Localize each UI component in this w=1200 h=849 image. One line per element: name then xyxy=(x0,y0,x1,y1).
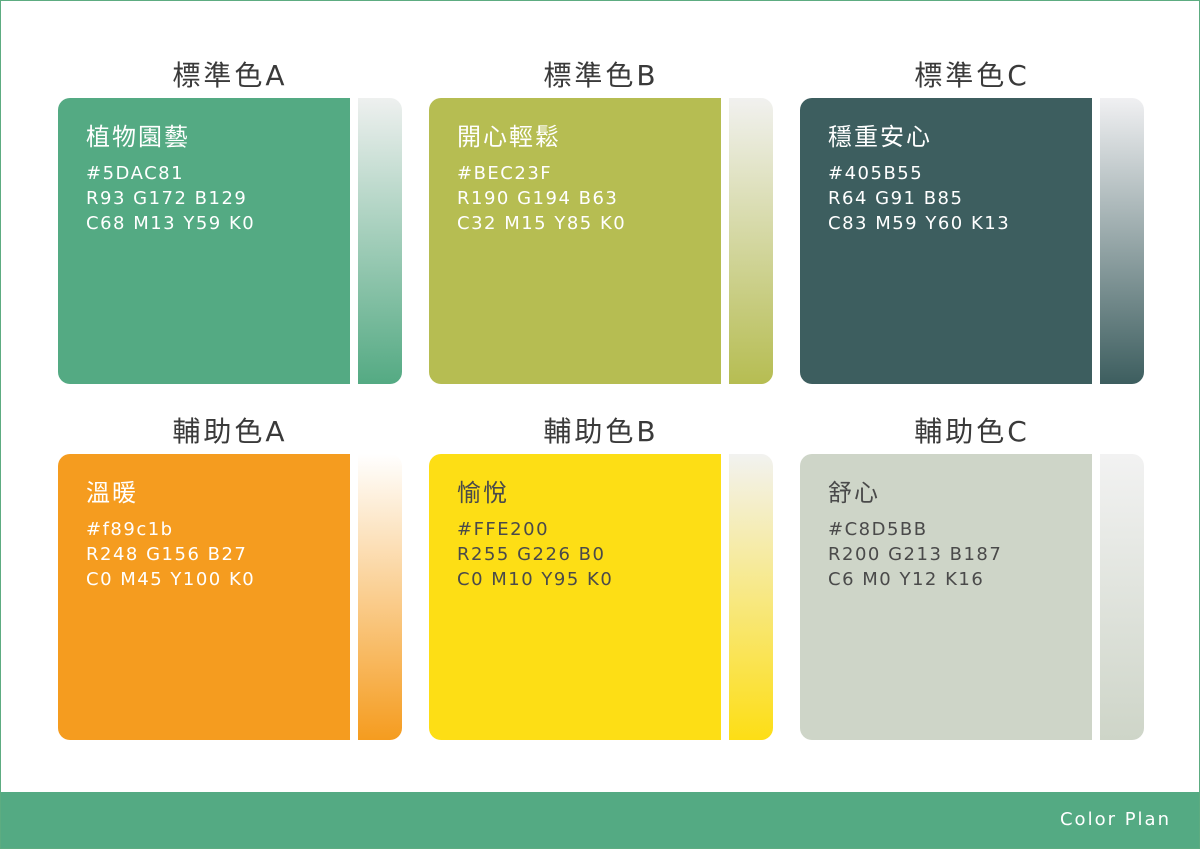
color-swatch: 穩重安心 #405B55 R64 G91 B85 C83 M59 Y60 K13 xyxy=(800,98,1092,384)
color-hex: #f89c1b xyxy=(86,519,174,540)
color-swatch: 舒心 #C8D5BB R200 G213 B187 C6 M0 Y12 K16 xyxy=(800,454,1092,740)
footer-bar: Color Plan xyxy=(1,792,1199,848)
color-gradient-bar xyxy=(729,98,773,384)
color-cmyk: C83 M59 Y60 K13 xyxy=(828,213,1011,234)
color-hex: #C8D5BB xyxy=(828,519,928,540)
color-title: 輔助色C xyxy=(914,415,1030,448)
color-gradient-bar xyxy=(1100,454,1144,740)
color-swatch: 愉悅 #FFE200 R255 G226 B0 C0 M10 Y95 K0 xyxy=(429,454,721,740)
color-name: 溫暖 xyxy=(86,479,138,507)
color-title: 標準色C xyxy=(914,59,1030,92)
color-rgb: R93 G172 B129 xyxy=(86,188,248,209)
color-rgb: R255 G226 B0 xyxy=(457,544,606,565)
color-title: 標準色A xyxy=(172,59,288,92)
footer-label: Color Plan xyxy=(1059,809,1171,830)
color-swatch: 開心輕鬆 #BEC23F R190 G194 B63 C32 M15 Y85 K… xyxy=(429,98,721,384)
color-gradient-bar xyxy=(1100,98,1144,384)
color-gradient-bar xyxy=(358,454,402,740)
color-name: 穩重安心 xyxy=(828,123,932,151)
color-name: 愉悅 xyxy=(457,479,509,507)
color-hex: #405B55 xyxy=(828,163,924,184)
color-name: 舒心 xyxy=(828,479,880,507)
color-cmyk: C0 M10 Y95 K0 xyxy=(457,569,614,590)
color-cmyk: C32 M15 Y85 K0 xyxy=(457,213,627,234)
color-gradient-bar xyxy=(358,98,402,384)
color-swatch: 植物園藝 #5DAC81 R93 G172 B129 C68 M13 Y59 K… xyxy=(58,98,350,384)
color-rgb: R248 G156 B27 xyxy=(86,544,248,565)
color-title: 輔助色A xyxy=(172,415,288,448)
color-title: 輔助色B xyxy=(543,415,659,448)
color-name: 開心輕鬆 xyxy=(457,123,561,151)
color-title: 標準色B xyxy=(543,59,659,92)
color-cmyk: C6 M0 Y12 K16 xyxy=(828,569,985,590)
color-rgb: R64 G91 B85 xyxy=(828,188,964,209)
color-swatch: 溫暖 #f89c1b R248 G156 B27 C0 M45 Y100 K0 xyxy=(58,454,350,740)
color-rgb: R190 G194 B63 xyxy=(457,188,619,209)
color-hex: #FFE200 xyxy=(457,519,550,540)
color-hex: #5DAC81 xyxy=(86,163,185,184)
color-rgb: R200 G213 B187 xyxy=(828,544,1003,565)
color-hex: #BEC23F xyxy=(457,163,553,184)
color-name: 植物園藝 xyxy=(86,123,190,151)
color-cmyk: C68 M13 Y59 K0 xyxy=(86,213,256,234)
color-cmyk: C0 M45 Y100 K0 xyxy=(86,569,256,590)
color-gradient-bar xyxy=(729,454,773,740)
